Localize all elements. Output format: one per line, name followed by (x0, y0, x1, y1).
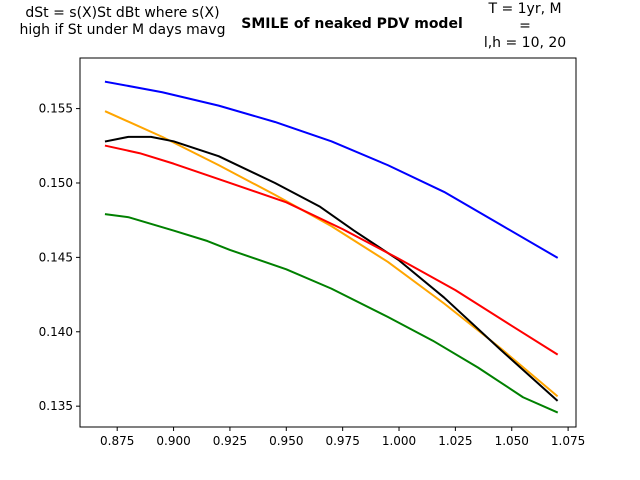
y-tick-label: 0.150 (39, 176, 73, 190)
series-line-5 (104, 213, 559, 414)
series-line-1 (104, 80, 559, 259)
chart-title: SMILE of neaked PDV model (241, 16, 463, 32)
x-tick-label: 0.900 (156, 434, 190, 448)
y-tick-label: 0.135 (39, 399, 73, 413)
x-tick-label: 1.075 (551, 434, 585, 448)
x-axis: 0.875 0.900 0.925 0.950 0.975 1.000 1.025 1.050… (100, 427, 585, 448)
series-layer (104, 80, 559, 414)
plot-frame (79, 57, 577, 428)
y-tick-label: 0.145 (39, 250, 73, 264)
x-tick-label: 0.950 (269, 434, 303, 448)
series-line-3 (104, 135, 559, 402)
chart-title-left: dSt = s(X)St dBt where s(X) high if St u… (19, 5, 226, 38)
x-tick-label: 1.025 (438, 434, 472, 448)
y-axis: 0.135 0.140 0.145 0.150 0.155 (39, 102, 80, 413)
x-tick-label: 1.000 (382, 434, 416, 448)
series-line-2 (104, 110, 559, 398)
x-tick-label: 0.925 (213, 434, 247, 448)
x-tick-label: 1.050 (495, 434, 529, 448)
y-tick-label: 0.140 (39, 325, 73, 339)
x-tick-label: 0.875 (100, 434, 134, 448)
y-tick-label: 0.155 (39, 102, 73, 116)
series-line-4 (104, 144, 559, 356)
chart-title-right: T = 1yr, M = l,h = 10, 20 (483, 1, 567, 51)
x-tick-label: 0.975 (325, 434, 359, 448)
